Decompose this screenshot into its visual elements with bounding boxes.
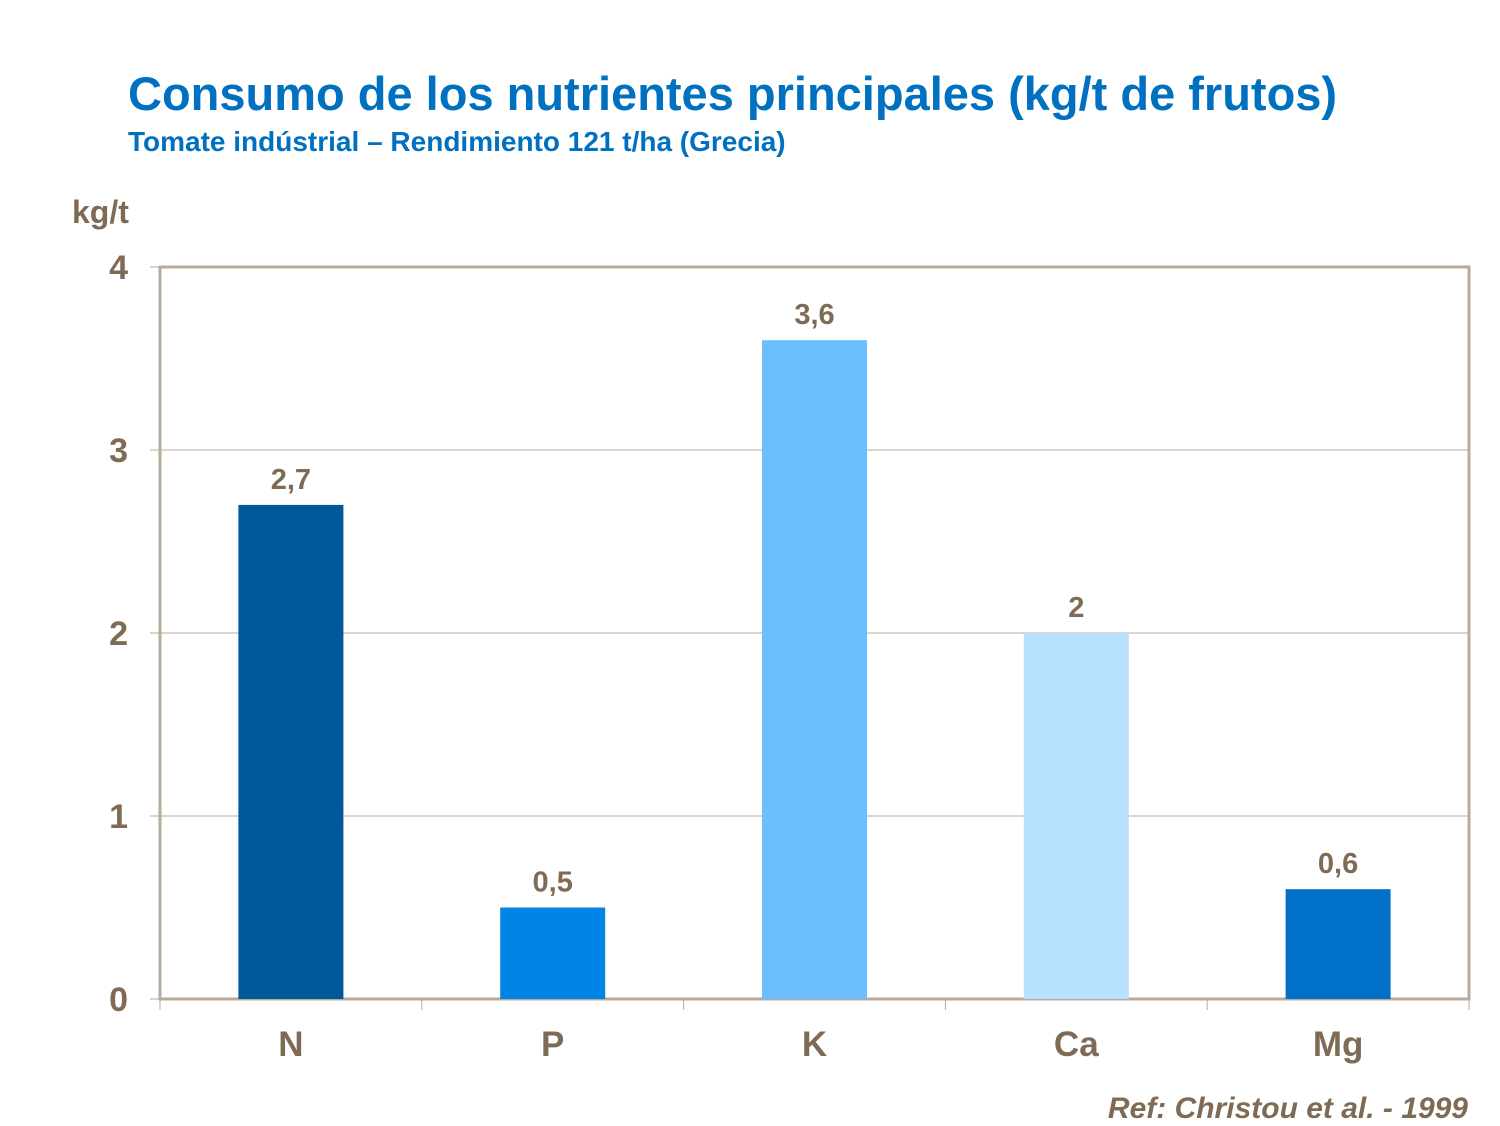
bar-N xyxy=(238,504,344,999)
y-axis-label: kg/t xyxy=(72,194,129,230)
data-label: 3,6 xyxy=(794,299,834,331)
x-tick-label: Mg xyxy=(1313,1025,1364,1064)
y-tick-label: 0 xyxy=(109,981,128,1019)
x-tick-label: K xyxy=(802,1025,827,1064)
bar-Mg xyxy=(1285,889,1391,999)
x-tick-label: Ca xyxy=(1054,1025,1099,1064)
data-label: 0,6 xyxy=(1318,848,1358,880)
chart-title: Consumo de los nutrientes principales (k… xyxy=(128,67,1338,120)
y-tick-label: 2 xyxy=(109,615,128,653)
bar-K xyxy=(762,340,867,999)
chart-subtitle: Tomate indústrial – Rendimiento 121 t/ha… xyxy=(128,126,786,157)
y-tick-label: 3 xyxy=(109,432,128,470)
x-tick-label: N xyxy=(278,1025,303,1064)
data-label: 2,7 xyxy=(271,464,311,496)
y-tick-label: 4 xyxy=(109,249,128,287)
data-label: 0,5 xyxy=(533,867,573,899)
y-tick-label: 1 xyxy=(109,798,128,836)
x-tick-label: P xyxy=(541,1025,564,1064)
bar-Ca xyxy=(1023,633,1129,999)
data-label: 2 xyxy=(1068,592,1084,624)
reference-note: Ref: Christou et al. - 1999 xyxy=(1107,1092,1468,1125)
bar-P xyxy=(500,907,606,999)
